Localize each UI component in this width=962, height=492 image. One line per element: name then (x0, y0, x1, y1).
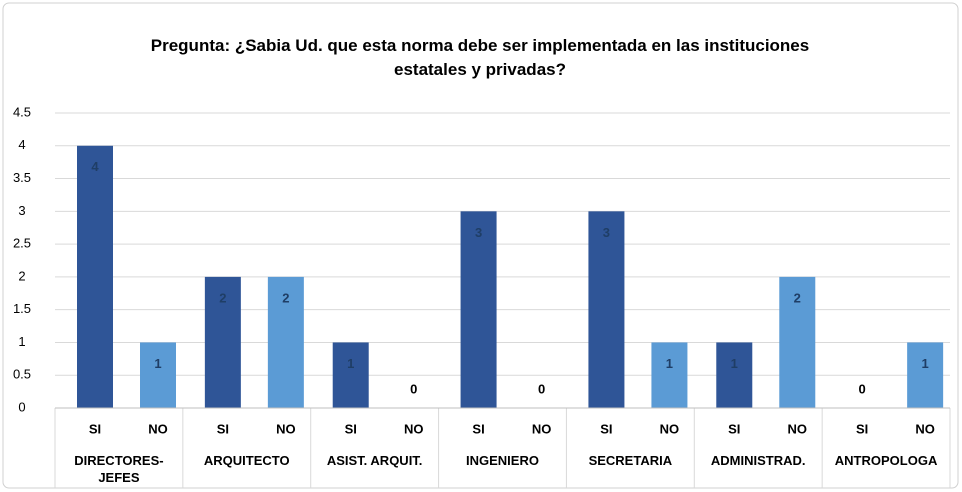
x-tick-label: ASIST. ARQUIT. (326, 453, 423, 468)
bar (140, 342, 176, 408)
x-tick-label: INGENIERO (466, 453, 539, 468)
bar (907, 342, 944, 408)
sub-category-label: NO (532, 421, 552, 436)
y-tick-label: 2.5 (13, 236, 31, 251)
data-label: 3 (603, 225, 610, 240)
bar (332, 342, 369, 408)
x-tick-label: DIRECTORES-JEFES (74, 453, 164, 485)
chart-title: Pregunta: ¿Sabia Ud. que esta norma debe… (150, 36, 810, 79)
sub-category-label: SI (217, 421, 229, 436)
bar (651, 342, 688, 408)
data-label: 1 (922, 356, 929, 371)
bar (204, 276, 241, 408)
x-tick-label: ADMINISTRAD. (710, 453, 806, 468)
bar (716, 342, 753, 408)
sub-category-label: SI (856, 421, 868, 436)
sub-category-label: NO (788, 421, 808, 436)
bar (267, 276, 304, 408)
data-label: 0 (410, 381, 417, 396)
y-tick-label: 1.5 (13, 301, 31, 316)
sub-category-label: NO (404, 421, 424, 436)
data-label: 1 (666, 356, 673, 371)
data-label: 3 (475, 225, 482, 240)
data-label: 1 (731, 356, 738, 371)
sub-category-label: NO (915, 421, 935, 436)
x-tick-label: ARQUITECTO (203, 453, 290, 468)
y-tick-label: 3 (18, 203, 25, 218)
data-label: 4 (91, 159, 99, 174)
x-tick-label: ANTROPOLOGA (834, 453, 938, 468)
data-label: 0 (859, 381, 866, 396)
y-tick-label: 0 (18, 399, 25, 414)
bar (77, 145, 113, 408)
data-label: 1 (347, 356, 354, 371)
y-tick-label: 4 (18, 137, 25, 152)
data-label: 2 (794, 290, 801, 305)
bar (460, 211, 497, 408)
sub-category-label: NO (148, 421, 168, 436)
sub-category-label: SI (345, 421, 357, 436)
data-label: 0 (538, 381, 545, 396)
x-tick-label: SECRETARIA (588, 453, 673, 468)
sub-category-label: SI (472, 421, 484, 436)
y-tick-label: 0.5 (13, 367, 31, 382)
bar (588, 211, 625, 408)
sub-category-label: NO (276, 421, 296, 436)
y-tick-label: 2 (18, 268, 25, 283)
sub-category-label: SI (89, 421, 101, 436)
data-label: 1 (154, 356, 161, 371)
y-tick-label: 3.5 (13, 170, 31, 185)
y-tick-label: 4.5 (13, 104, 31, 119)
data-label: 2 (219, 290, 226, 305)
sub-category-label: SI (728, 421, 740, 436)
bar (779, 276, 816, 408)
sub-category-label: NO (660, 421, 680, 436)
y-tick-label: 1 (18, 334, 25, 349)
data-label: 2 (282, 290, 289, 305)
sub-category-label: SI (600, 421, 612, 436)
